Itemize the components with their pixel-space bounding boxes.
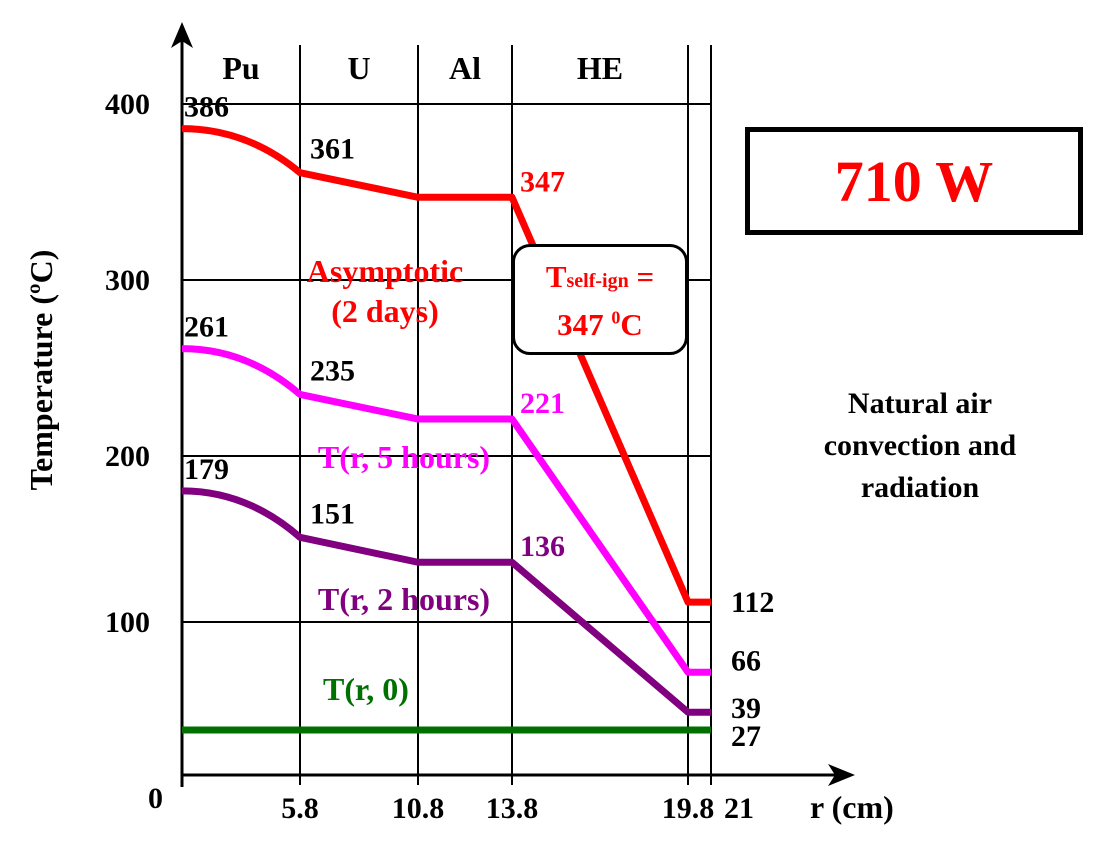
- self-ignition-prefix: T: [545, 259, 567, 294]
- point-label-2-1: 151: [310, 497, 355, 530]
- cooling-note: Natural air convection and radiation: [800, 383, 1040, 509]
- self-ignition-value: 347: [557, 307, 612, 342]
- y-tick-label-100: 100: [105, 606, 150, 639]
- power-box: 710 W: [745, 127, 1083, 235]
- x-tick-label-13.8: 13.8: [486, 792, 539, 825]
- y-tick-label-400: 400: [105, 88, 150, 121]
- region-label-u: U: [347, 50, 370, 86]
- series-line-0: [181, 125, 711, 606]
- series-line-1: [181, 345, 711, 676]
- x-tick-label-10.8: 10.8: [392, 792, 445, 825]
- point-label-2-3: 136: [520, 530, 565, 563]
- point-label-1-0: 261: [184, 311, 229, 344]
- point-label-0-1: 361: [310, 133, 355, 166]
- x-tick-label-5.8: 5.8: [281, 792, 319, 825]
- series-line-2: [181, 487, 711, 716]
- self-ignition-line1: Tself-ign =: [515, 259, 685, 295]
- x-axis-label: r (cm): [810, 789, 894, 825]
- region-label-al: Al: [449, 50, 481, 86]
- self-ignition-line2: 347 0C: [515, 307, 685, 343]
- self-ignition-unit: C: [620, 307, 643, 342]
- series-label-asymptotic-line2: (2 days): [331, 293, 439, 329]
- self-ignition-unit-sup: 0: [611, 307, 621, 328]
- point-label-0-0: 386: [184, 91, 229, 124]
- self-ignition-box: Tself-ign = 347 0C: [512, 244, 688, 355]
- chart-grid: [182, 45, 712, 785]
- power-label: 710 W: [834, 148, 994, 214]
- series-label-2-hours: T(r, 2 hours): [318, 581, 490, 617]
- self-ignition-subscript: self-ign: [566, 270, 629, 292]
- chart-labels: Temperature (ºC) r (cm) 0 Asymptotic (2 …: [23, 250, 894, 825]
- point-label-0-3: 347: [520, 165, 565, 198]
- cooling-note-line2: convection and: [823, 429, 1017, 462]
- point-label-2-0: 179: [184, 453, 229, 486]
- series-label-0: T(r, 0): [323, 671, 409, 707]
- region-label-he: HE: [577, 50, 623, 86]
- y-axis-label: Temperature (ºC): [23, 250, 59, 491]
- x-tick-label-21: 21: [724, 792, 754, 825]
- series-label-asymptotic-line1: Asymptotic: [307, 253, 463, 289]
- point-label-1-1: 235: [310, 354, 355, 387]
- point-label-1-3: 221: [520, 387, 565, 420]
- point-label-1-5: 66: [731, 644, 761, 677]
- region-label-pu: Pu: [222, 50, 259, 86]
- point-label-0-5: 112: [731, 586, 774, 619]
- origin-label: 0: [148, 782, 163, 815]
- cooling-note-line3: radiation: [860, 471, 980, 504]
- self-ignition-suffix: =: [628, 259, 655, 294]
- point-label-3-1: 27: [731, 720, 761, 753]
- y-tick-label-300: 300: [105, 264, 150, 297]
- x-axis-arrow: [828, 764, 855, 786]
- series-label-5-hours: T(r, 5 hours): [318, 439, 490, 475]
- y-axis-arrow: [171, 22, 193, 48]
- cooling-note-line1: Natural air: [847, 387, 993, 420]
- y-tick-label-200: 200: [105, 440, 150, 473]
- chart-axes: 100 200 300 400 5.8 10.8 13.8 19.8 21 Pu U Al HE: [105, 22, 855, 825]
- point-label-2-5: 39: [731, 692, 761, 725]
- x-tick-label-19.8: 19.8: [662, 792, 715, 825]
